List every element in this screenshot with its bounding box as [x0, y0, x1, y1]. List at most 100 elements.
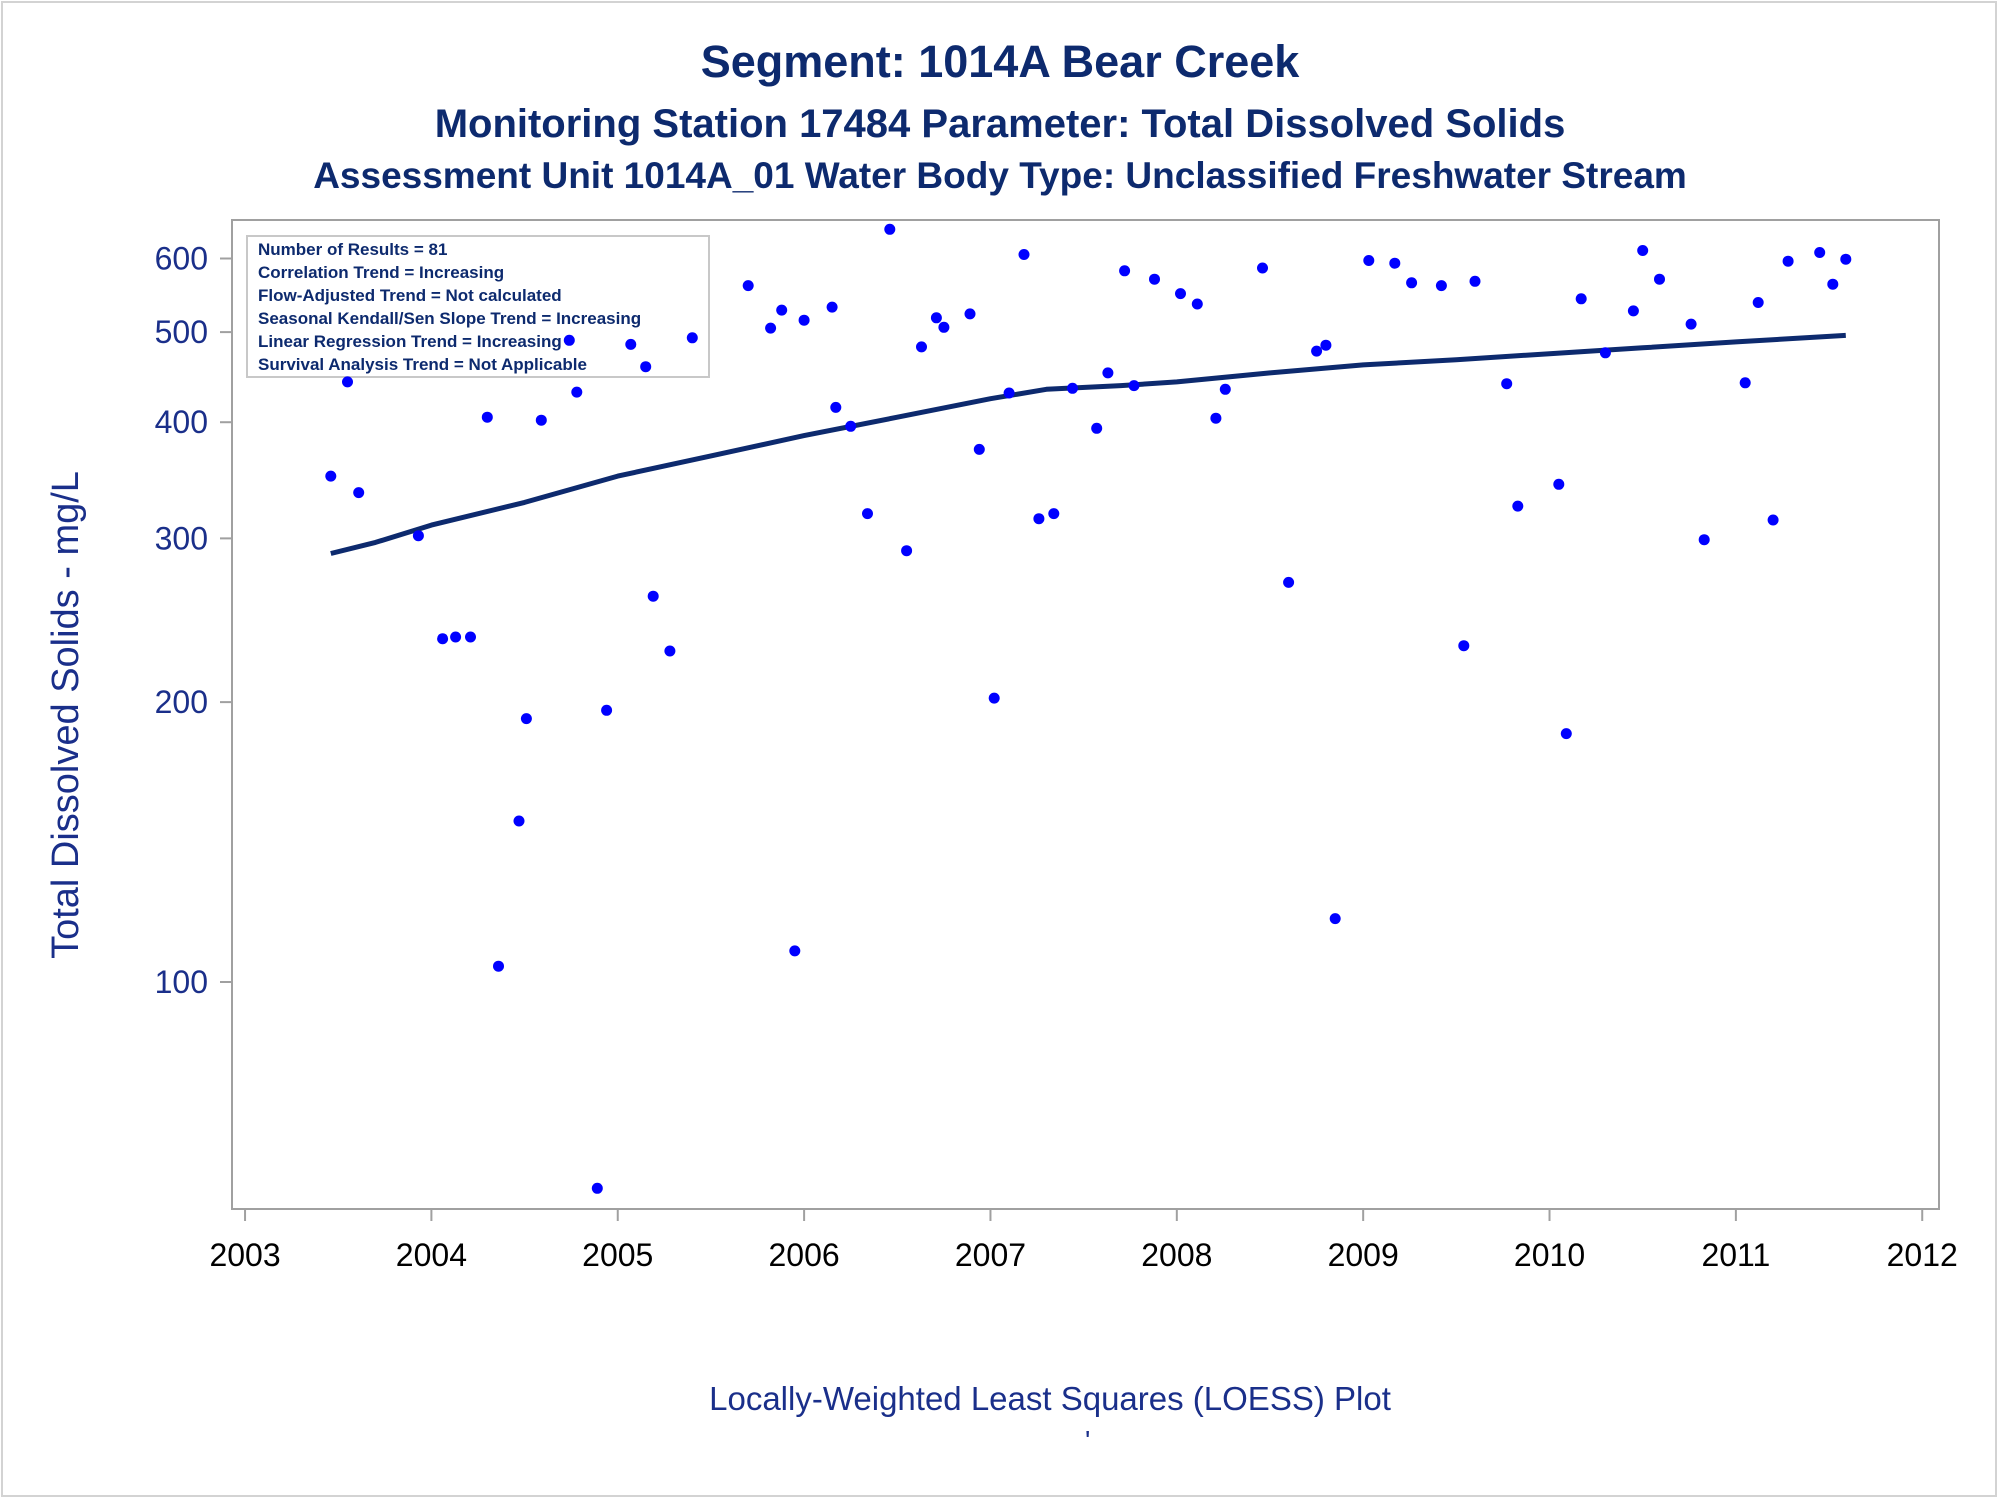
trend-inset-box: Number of Results = 81 Correlation Trend…: [246, 235, 710, 378]
x-axis-ticks: 2003 2004 2005 2006 2007 2008 2009 2010 2011 2012: [209, 1209, 1958, 1273]
inset-line-linear-regression: Linear Regression Trend = Increasing: [258, 332, 562, 351]
y-tick-label: 100: [155, 964, 208, 1000]
data-point: [938, 321, 950, 333]
x-tick-label: 2007: [955, 1237, 1026, 1273]
inset-border: [246, 235, 710, 378]
data-point: [1067, 382, 1078, 394]
data-point: [591, 1182, 603, 1194]
data-point: [571, 386, 583, 398]
data-point: [1003, 387, 1015, 399]
data-point: [1389, 257, 1401, 269]
data-point: [776, 304, 788, 316]
data-point: [1501, 378, 1513, 390]
loess-line: [330, 332, 1846, 556]
data-point: [988, 692, 1000, 704]
data-point: [1814, 247, 1826, 258]
data-point: [1149, 273, 1160, 285]
data-point: [1329, 913, 1341, 925]
x-tick-label: 2011: [1701, 1237, 1770, 1273]
x-tick-label: 2004: [396, 1237, 467, 1273]
x-tick-label: 2010: [1514, 1237, 1585, 1273]
y-axis-label: Total Dissolved Solids - mg/L: [45, 471, 87, 959]
data-point: [1767, 514, 1779, 526]
data-point: [1406, 277, 1418, 289]
data-point: [1599, 347, 1611, 359]
y-tick-label: 500: [155, 314, 208, 350]
data-point: [742, 280, 754, 292]
data-point: [1311, 345, 1323, 357]
data-point: [437, 633, 449, 645]
data-point: [1018, 249, 1030, 260]
x-tick-label: 2006: [769, 1237, 840, 1273]
x-axis: 2003 2004 2005 2006 2007 2008 2009 2010 2011 2012: [209, 1209, 1958, 1273]
data-point: [1553, 478, 1565, 490]
y-axis: 100 200 300 400 500 600 Total Dissolved Solid…: [45, 220, 233, 1209]
data-point: [1685, 318, 1697, 330]
data-point: [481, 411, 493, 423]
x-tick-label: 2005: [582, 1237, 653, 1273]
data-point: [845, 420, 857, 432]
data-point: [1119, 265, 1131, 277]
data-point: [686, 332, 698, 344]
x-tick-label: 2012: [1887, 1237, 1958, 1273]
data-point: [601, 704, 613, 716]
footnote: Locally-Weighted Least Squares (LOESS) P…: [709, 1380, 1391, 1417]
data-point: [1827, 278, 1839, 290]
data-point: [1210, 412, 1222, 424]
data-point: [1560, 728, 1572, 740]
inset-line-correlation: Correlation Trend = Increasing: [258, 263, 504, 282]
data-point: [1512, 500, 1524, 512]
data-point: [830, 401, 842, 413]
x-tick-label: 2003: [209, 1237, 280, 1273]
data-point: [1257, 262, 1268, 274]
data-point: [513, 815, 525, 827]
inset-line-flow-adjusted: Flow-Adjusted Trend = Not calculated: [258, 286, 562, 305]
data-point: [493, 960, 504, 972]
data-point: [862, 508, 873, 520]
data-point: [1752, 297, 1764, 308]
data-point: [1739, 377, 1751, 389]
data-point: [1840, 253, 1852, 265]
data-point: [535, 414, 547, 426]
data-point: [664, 645, 676, 657]
data-point: [640, 361, 652, 373]
data-point: [1191, 298, 1203, 310]
data-point: [1320, 339, 1332, 351]
footnote-mark: ': [1085, 1425, 1091, 1456]
data-point: [789, 945, 801, 957]
y-axis-ticks: 100 200 300 400 500 600: [155, 240, 232, 1000]
data-point: [450, 631, 462, 643]
y-tick-label: 400: [155, 404, 208, 440]
inset-line-seasonal-kendall: Seasonal Kendall/Sen Slope Trend = Incre…: [258, 309, 641, 328]
data-point: [1698, 534, 1710, 546]
data-point: [520, 713, 532, 725]
x-tick-label: 2008: [1141, 1237, 1212, 1273]
scatter-series: [325, 223, 1852, 1194]
data-point: [1283, 576, 1295, 588]
data-point: [826, 301, 838, 313]
data-point: [1175, 288, 1186, 300]
data-point: [1637, 245, 1649, 256]
inset-line-survival: Survival Analysis Trend = Not Applicable: [258, 355, 587, 374]
data-point: [1782, 255, 1794, 267]
data-point: [1128, 380, 1140, 392]
data-point: [465, 631, 476, 643]
data-point: [647, 590, 659, 602]
data-point: [1627, 305, 1639, 317]
y-tick-label: 300: [155, 520, 208, 556]
y-tick-label: 200: [155, 684, 208, 720]
data-point: [1048, 508, 1060, 520]
loess-series: [330, 332, 1846, 556]
data-point: [901, 545, 913, 557]
chart-title: Segment: 1014A Bear Creek: [700, 36, 1300, 87]
data-point: [916, 341, 927, 353]
data-point: [1575, 293, 1587, 305]
data-point: [342, 376, 353, 388]
data-point: [563, 334, 575, 346]
chart-subtitle-assessment: Assessment Unit 1014A_01 Water Body Type…: [313, 155, 1687, 196]
data-point: [798, 314, 810, 326]
data-point: [1102, 367, 1114, 379]
inset-line-results: Number of Results = 81: [258, 240, 447, 259]
